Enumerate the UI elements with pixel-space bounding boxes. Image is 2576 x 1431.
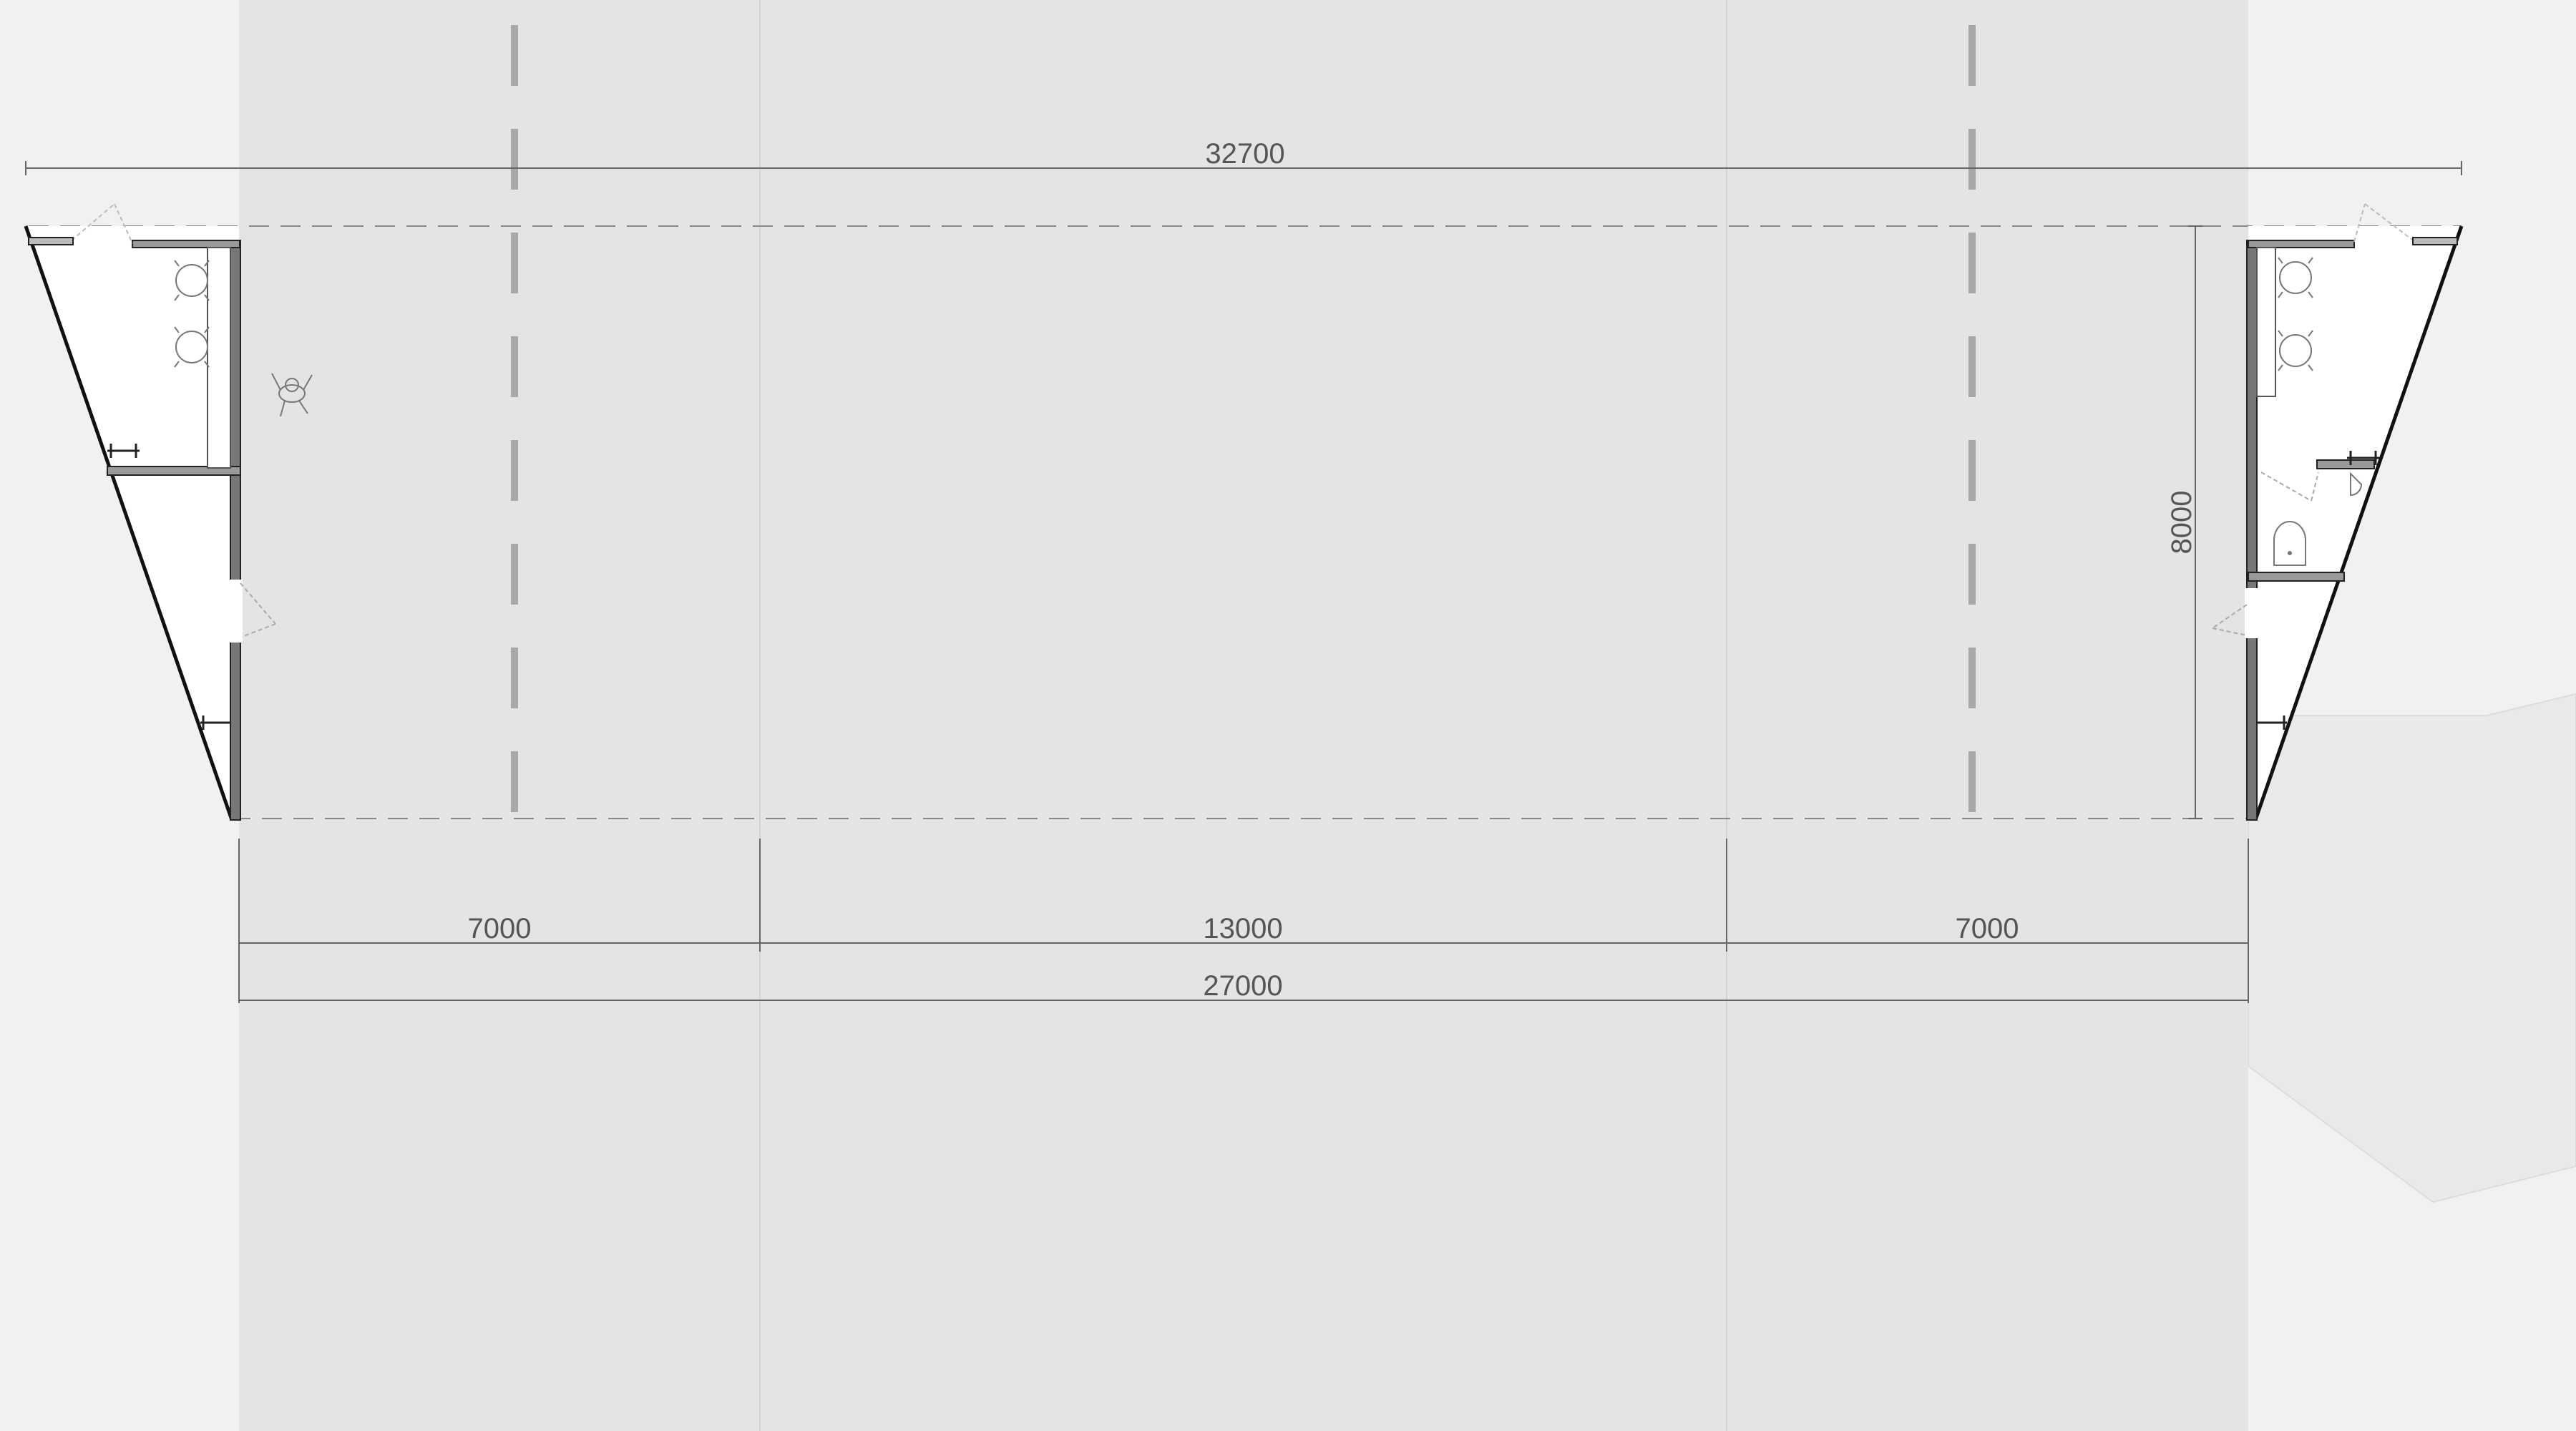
door-opening — [2245, 588, 2260, 638]
partition-wall — [2248, 572, 2345, 582]
right-tower-floor — [2248, 226, 2462, 819]
door-swing — [2311, 472, 2319, 502]
left-tower-floor — [26, 226, 239, 819]
stool-icon — [2278, 257, 2313, 298]
door-opening — [227, 580, 243, 643]
wall-mark — [107, 444, 140, 458]
right-tower-inner-wall — [2246, 240, 2258, 821]
partition-wall — [132, 240, 240, 248]
wall-mark — [28, 237, 74, 245]
stool-icon — [174, 260, 210, 301]
wall-mark — [2347, 451, 2379, 465]
sink-icon — [2350, 472, 2363, 497]
entry-door-swing — [114, 203, 133, 244]
entry-door-swing — [2353, 203, 2366, 243]
road-surface — [239, 0, 2248, 1431]
stool-icon — [2278, 330, 2313, 371]
door-swing — [240, 582, 276, 625]
wall-mark — [2412, 237, 2458, 245]
left-tower-outer-wall — [24, 225, 234, 821]
door-swing — [2260, 472, 2312, 502]
counter — [207, 247, 231, 469]
left-tower — [24, 203, 313, 821]
door-swing — [2212, 627, 2248, 636]
dimension-overall — [25, 161, 2462, 175]
wall-mark — [2257, 716, 2287, 730]
dimension-depth-label: 8000 — [2166, 491, 2197, 555]
left-tower-inner-wall — [230, 240, 241, 821]
dimension-left-segment-label: 7000 — [468, 913, 532, 944]
toilet-icon — [2273, 521, 2306, 566]
door-swing — [241, 623, 276, 638]
partition-wall — [2248, 240, 2355, 248]
person-icon — [271, 373, 313, 417]
right-tower — [2212, 203, 2464, 821]
right-tower-outer-wall — [2253, 225, 2464, 821]
counter — [2256, 247, 2276, 397]
dimension-overall-label: 32700 — [1205, 138, 1284, 170]
stool-icon — [174, 326, 210, 368]
wall-mark — [200, 716, 230, 730]
dimension-span-label: 27000 — [1203, 970, 1282, 1002]
dimension-right-segment-label: 7000 — [1956, 913, 2019, 944]
entry-door-swing — [71, 203, 115, 241]
dimension-segments — [238, 839, 2249, 1003]
dimension-depth — [2188, 225, 2202, 819]
dimension-middle-segment-label: 13000 — [1203, 913, 1282, 944]
partition-wall — [2316, 459, 2375, 469]
entry-door-swing — [2364, 203, 2416, 243]
